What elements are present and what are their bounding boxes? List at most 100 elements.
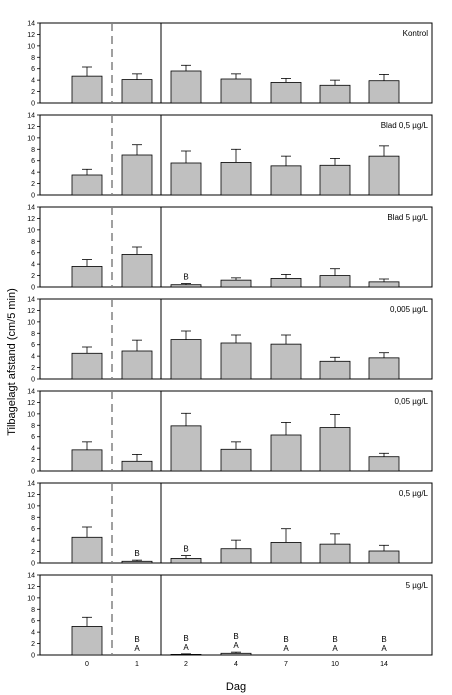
bar — [220, 448, 252, 472]
x-tick-label: 14 — [380, 661, 388, 668]
significance-label: A — [332, 644, 338, 653]
y-tick-label: 6 — [31, 158, 35, 165]
y-tick-label: 0 — [31, 561, 35, 568]
bar — [220, 162, 252, 196]
bar — [319, 427, 351, 472]
bar — [121, 79, 153, 104]
significance-label: B — [183, 545, 188, 554]
bar — [319, 275, 351, 288]
bar — [270, 434, 302, 472]
y-tick-label: 0 — [31, 101, 35, 108]
panel-label: Kontrol — [403, 29, 429, 38]
bar — [71, 174, 103, 196]
x-tick-label: 10 — [331, 661, 339, 668]
bar — [71, 352, 103, 380]
y-tick-label: 2 — [31, 181, 35, 188]
y-tick-label: 12 — [27, 584, 35, 591]
bar — [319, 360, 351, 380]
significance-label: B — [233, 632, 238, 641]
x-tick-label: 4 — [234, 661, 238, 668]
significance-label: B — [381, 635, 386, 644]
bar — [220, 548, 252, 564]
y-tick-label: 0 — [31, 469, 35, 476]
x-tick-label: 2 — [184, 661, 188, 668]
y-tick-label: 6 — [31, 66, 35, 73]
y-tick-label: 8 — [31, 331, 35, 338]
y-tick-label: 14 — [27, 21, 35, 28]
significance-label: B — [134, 549, 139, 558]
y-tick-label: 8 — [31, 423, 35, 430]
y-tick-label: 6 — [31, 618, 35, 625]
x-tick-label: 7 — [284, 661, 288, 668]
significance-label: B — [332, 635, 337, 644]
bar — [170, 558, 202, 564]
y-tick-label: 12 — [27, 308, 35, 315]
y-tick-label: 14 — [27, 481, 35, 488]
bar — [220, 652, 252, 656]
bar — [368, 357, 400, 380]
bar — [121, 154, 153, 196]
y-axis-title: Tilbagelagt afstand (cm/5 min) — [6, 288, 18, 436]
y-tick-label: 14 — [27, 297, 35, 304]
y-tick-label: 10 — [27, 595, 35, 602]
y-tick-label: 0 — [31, 285, 35, 292]
y-tick-label: 12 — [27, 216, 35, 223]
bar — [71, 266, 103, 288]
y-tick-label: 8 — [31, 607, 35, 614]
panel-label: 0,05 µg/L — [394, 397, 428, 406]
bar — [368, 456, 400, 472]
bar — [121, 560, 153, 564]
bar — [220, 78, 252, 104]
y-tick-label: 10 — [27, 135, 35, 142]
panel-label: Blad 5 µg/L — [387, 213, 428, 222]
bar — [170, 162, 202, 196]
y-tick-label: 8 — [31, 239, 35, 246]
y-tick-label: 2 — [31, 365, 35, 372]
y-tick-label: 4 — [31, 78, 35, 85]
significance-label: B — [283, 635, 288, 644]
y-tick-label: 6 — [31, 434, 35, 441]
significance-label: A — [381, 644, 387, 653]
y-tick-label: 12 — [27, 400, 35, 407]
bar — [220, 342, 252, 380]
y-tick-label: 8 — [31, 515, 35, 522]
y-tick-label: 2 — [31, 457, 35, 464]
x-tick-label: 0 — [85, 661, 89, 668]
y-tick-label: 10 — [27, 411, 35, 418]
y-tick-label: 6 — [31, 250, 35, 257]
bar — [368, 281, 400, 288]
bar — [121, 254, 153, 288]
y-tick-label: 2 — [31, 549, 35, 556]
bar — [170, 284, 202, 288]
significance-label: B — [183, 634, 188, 643]
significance-label: B — [134, 635, 139, 644]
y-tick-label: 4 — [31, 630, 35, 637]
y-tick-label: 0 — [31, 193, 35, 200]
x-tick-label: 1 — [135, 661, 139, 668]
bar — [319, 164, 351, 196]
bar — [170, 339, 202, 380]
bar — [71, 75, 103, 104]
bar — [270, 343, 302, 380]
panel-label: 0,5 µg/L — [399, 489, 429, 498]
significance-label: B — [183, 273, 188, 282]
y-tick-label: 12 — [27, 492, 35, 499]
panel-label: Blad 0,5 µg/L — [381, 121, 429, 130]
bar — [170, 425, 202, 472]
y-tick-label: 4 — [31, 538, 35, 545]
bar — [121, 460, 153, 472]
y-tick-label: 8 — [31, 55, 35, 62]
y-tick-label: 10 — [27, 503, 35, 510]
bar — [270, 542, 302, 564]
y-tick-label: 14 — [27, 205, 35, 212]
bar — [71, 449, 103, 472]
bar — [368, 155, 400, 196]
y-tick-label: 4 — [31, 170, 35, 177]
y-tick-label: 12 — [27, 124, 35, 131]
bar — [71, 536, 103, 564]
y-tick-label: 6 — [31, 342, 35, 349]
significance-label: A — [183, 643, 189, 652]
y-tick-label: 2 — [31, 273, 35, 280]
y-tick-label: 10 — [27, 319, 35, 326]
